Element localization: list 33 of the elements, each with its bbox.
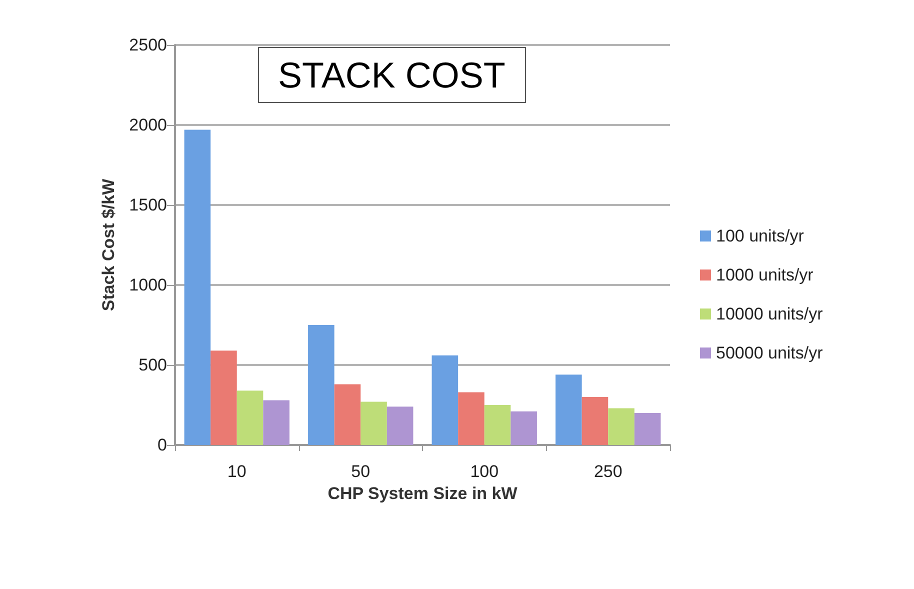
bar: [210, 350, 237, 445]
legend-label: 1000 units/yr: [716, 266, 814, 284]
x-tick-label: 50: [351, 462, 370, 481]
bar: [582, 397, 608, 445]
x-tick-label: 10: [227, 462, 246, 481]
bar: [432, 355, 458, 445]
y-tick-label: 500: [138, 356, 167, 374]
legend-label: 10000 units/yr: [716, 304, 824, 324]
y-tick-label: 2000: [129, 116, 167, 134]
bar: [308, 325, 334, 445]
legend-label: 50000 units/yr: [716, 344, 824, 362]
x-tick-label: 250: [594, 462, 622, 481]
x-tick-label: 100: [470, 462, 499, 481]
bar: [484, 405, 511, 445]
bar: [608, 408, 634, 445]
bar: [386, 406, 414, 445]
bar: [458, 392, 484, 445]
y-tick-label: 1500: [129, 196, 167, 214]
bar: [236, 390, 264, 445]
bar: [334, 384, 361, 445]
legend-label: 100 units/yr: [716, 226, 804, 246]
y-tick-label: 0: [158, 436, 167, 454]
bar: [360, 402, 387, 445]
bar: [263, 400, 290, 445]
bar: [184, 130, 211, 445]
y-axis-title: Stack Cost $/kW: [99, 178, 118, 312]
bar: [556, 374, 582, 445]
y-tick-label: 1000: [129, 276, 167, 294]
bar: [634, 413, 661, 445]
x-axis-title: CHP System Size in kW: [328, 484, 518, 503]
chart-title: STACK COST: [278, 54, 506, 96]
bar: [510, 411, 537, 445]
y-tick-label: 2500: [129, 36, 167, 54]
